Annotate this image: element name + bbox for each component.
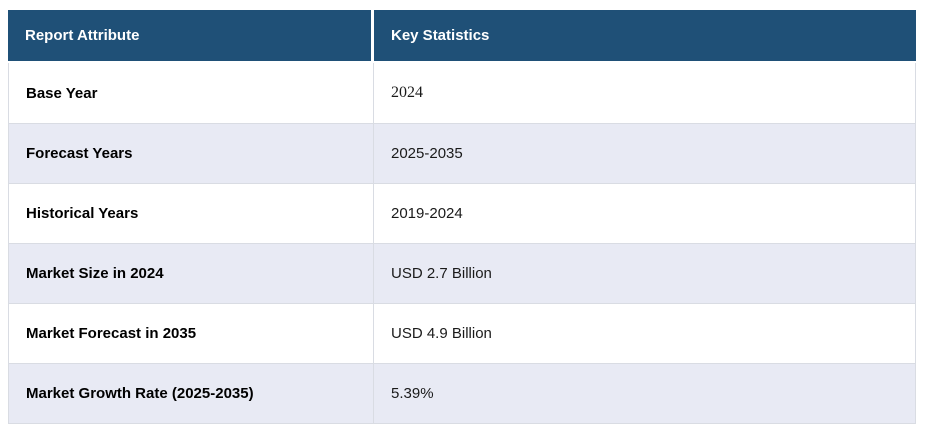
attribute-value: 2025-2035 <box>374 124 916 184</box>
attribute-label: Market Forecast in 2035 <box>8 304 374 364</box>
attribute-label: Base Year <box>8 63 374 124</box>
table-row-base-year: Base Year 2024 <box>8 63 916 124</box>
attribute-label: Market Size in 2024 <box>8 244 374 304</box>
table-row-forecast-years: Forecast Years 2025-2035 <box>8 124 916 184</box>
attribute-value: 2019-2024 <box>374 184 916 244</box>
column-header-key-statistics: Key Statistics <box>374 10 916 63</box>
column-header-report-attribute: Report Attribute <box>8 10 374 63</box>
attribute-label: Historical Years <box>8 184 374 244</box>
attribute-label: Forecast Years <box>8 124 374 184</box>
table-header-row: Report Attribute Key Statistics <box>8 10 916 63</box>
report-scope-table-container: Report Attribute Key Statistics Base Yea… <box>8 10 916 424</box>
table-row-market-forecast: Market Forecast in 2035 USD 4.9 Billion <box>8 304 916 364</box>
attribute-value: 5.39% <box>374 364 916 424</box>
table-row-market-size: Market Size in 2024 USD 2.7 Billion <box>8 244 916 304</box>
table-row-historical-years: Historical Years 2019-2024 <box>8 184 916 244</box>
key-statistics-table: Report Attribute Key Statistics Base Yea… <box>8 10 916 424</box>
attribute-value: USD 2.7 Billion <box>374 244 916 304</box>
attribute-value: 2024 <box>374 63 916 124</box>
attribute-value: USD 4.9 Billion <box>374 304 916 364</box>
table-row-growth-rate: Market Growth Rate (2025-2035) 5.39% <box>8 364 916 424</box>
attribute-label: Market Growth Rate (2025-2035) <box>8 364 374 424</box>
